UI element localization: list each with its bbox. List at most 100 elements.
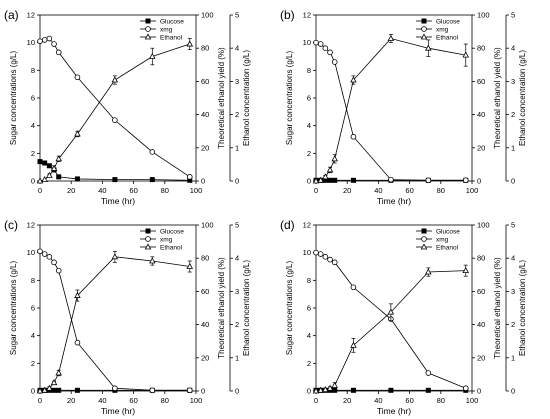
- data-point: [331, 259, 338, 266]
- y-tick-label: 8: [31, 276, 35, 285]
- y-tick-label: 10: [303, 38, 311, 47]
- y-right-tick-label: 20: [477, 353, 485, 362]
- y-tick-label: 6: [31, 94, 35, 103]
- data-point: [145, 228, 151, 234]
- data-point: [350, 387, 356, 393]
- y-tick-label: 8: [307, 276, 311, 285]
- y-right2-tick-label: 4: [235, 44, 239, 53]
- y-tick-label: 10: [27, 38, 35, 47]
- y-right2-axis-label: Ethanol concentration (g/L): [518, 50, 527, 146]
- y-tick-label: 4: [307, 331, 311, 340]
- y-right-tick-label: 100: [477, 221, 490, 230]
- data-point: [56, 387, 62, 393]
- series-line: [315, 42, 466, 181]
- data-point: [50, 379, 58, 386]
- y-right-tick-label: 0: [201, 177, 205, 186]
- y-tick-label: 10: [303, 248, 311, 257]
- x-tick-label: 40: [98, 396, 106, 405]
- x-tick-label: 60: [129, 396, 137, 405]
- data-point: [112, 177, 118, 183]
- data-point: [322, 173, 329, 180]
- x-tick-label: 0: [314, 396, 318, 405]
- legend-entry: Glucose: [416, 18, 460, 26]
- y-right2-tick-label: 4: [235, 254, 239, 263]
- data-point: [149, 149, 156, 155]
- legend-entry: xmg: [140, 236, 173, 244]
- data-point: [51, 41, 57, 47]
- series-ethanol: [36, 250, 194, 394]
- series-xmg: [37, 248, 193, 394]
- x-tick-label: 0: [38, 396, 42, 405]
- y-tick-label: 12: [303, 11, 311, 20]
- y-tick-label: 4: [31, 331, 35, 340]
- y-right-tick-label: 80: [201, 44, 209, 53]
- y-right2-tick-label: 2: [235, 110, 239, 119]
- data-point: [41, 251, 48, 257]
- y-tick-label: 0: [31, 177, 35, 186]
- data-point: [36, 387, 44, 394]
- y-right2-tick-label: 5: [511, 221, 515, 230]
- data-point: [332, 387, 338, 393]
- data-point: [55, 369, 62, 376]
- y-right-axis-label: Theoretical ethanol yield (%): [217, 47, 226, 149]
- data-point: [145, 18, 151, 24]
- legend-label: Glucose: [160, 19, 184, 26]
- data-point: [387, 308, 395, 315]
- data-point: [149, 177, 155, 183]
- legend-entry: Ethanol: [140, 33, 183, 42]
- x-tick-label: 100: [466, 396, 479, 405]
- legend-label: Ethanol: [436, 245, 459, 252]
- data-point: [350, 76, 357, 83]
- data-point: [322, 45, 329, 51]
- data-point: [46, 384, 53, 391]
- data-point: [421, 18, 427, 24]
- x-tick-label: 80: [161, 186, 169, 195]
- y-tick-label: 8: [31, 66, 35, 75]
- y-right-tick-label: 40: [477, 320, 485, 329]
- data-point: [420, 33, 428, 40]
- y-right-tick-label: 20: [201, 353, 209, 362]
- data-point: [186, 40, 194, 47]
- data-point: [145, 236, 151, 242]
- legend-label: Glucose: [436, 19, 460, 26]
- data-point: [55, 267, 62, 274]
- data-point: [326, 166, 334, 173]
- data-point: [112, 117, 118, 123]
- y-tick-label: 4: [307, 121, 311, 130]
- data-point: [327, 256, 333, 263]
- x-tick-label: 20: [343, 396, 351, 405]
- y-right2-tick-label: 2: [511, 320, 515, 329]
- data-point: [312, 387, 320, 394]
- y-right-tick-label: 80: [477, 254, 485, 263]
- x-tick-label: 60: [405, 186, 413, 195]
- y-right-tick-label: 0: [201, 387, 205, 396]
- data-point: [186, 174, 193, 180]
- panel-label: (c): [4, 218, 18, 232]
- y-right2-tick-label: 0: [235, 387, 239, 396]
- data-point: [331, 381, 338, 388]
- series-ethanol: [36, 38, 194, 184]
- x-tick-label: 40: [374, 396, 382, 405]
- y-right2-tick-label: 0: [235, 177, 239, 186]
- y-right-tick-label: 100: [201, 11, 214, 20]
- data-point: [56, 174, 62, 180]
- data-point: [462, 385, 469, 392]
- y-axis-label: Sugar concentrations (g/L): [9, 261, 18, 356]
- y-tick-label: 12: [27, 11, 35, 20]
- y-right2-tick-label: 1: [511, 353, 515, 362]
- data-point: [326, 384, 334, 391]
- data-point: [388, 176, 394, 183]
- data-point: [350, 284, 357, 291]
- y-tick-label: 8: [307, 66, 311, 75]
- data-point: [425, 268, 432, 275]
- data-point: [317, 41, 324, 47]
- data-point: [74, 387, 80, 393]
- data-point: [350, 133, 357, 140]
- y-right2-axis-label: Ethanol concentration (g/L): [518, 260, 527, 356]
- y-tick-label: 4: [31, 121, 35, 130]
- data-point: [51, 387, 57, 393]
- y-right2-tick-label: 0: [511, 387, 515, 396]
